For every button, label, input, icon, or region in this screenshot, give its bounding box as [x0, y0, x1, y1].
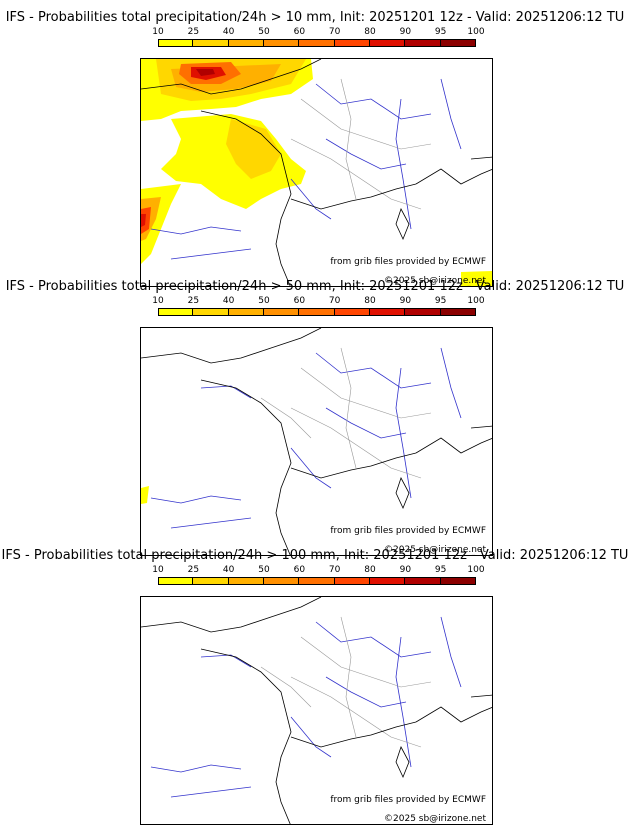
- colorbar-tick-label: 95: [434, 565, 447, 575]
- credit-source: from grib files provided by ECMWF: [330, 795, 486, 805]
- panel-100mm: IFS - Probabilities total precipitation/…: [0, 548, 630, 825]
- colorbar-swatch: [334, 39, 370, 47]
- credit-copyright: ©2025 sb@irizone.net: [384, 814, 486, 824]
- colorbar-tick-label: 70: [328, 565, 341, 575]
- colorbar-swatch: [158, 39, 194, 47]
- colorbar-swatch: [370, 39, 406, 47]
- colorbar-swatch: [334, 308, 370, 316]
- map-drawing: [141, 328, 492, 555]
- colorbar: 10 25 40 50 60 70 80 90 95 100: [152, 565, 485, 593]
- colorbar-tick-label: 100: [467, 296, 485, 306]
- colorbar-tick-label: 80: [364, 296, 376, 306]
- colorbar-swatch: [440, 577, 476, 585]
- colorbar-tick-label: 60: [293, 565, 306, 575]
- colorbar-swatch: [370, 577, 406, 585]
- colorbar-tick-label: 50: [258, 296, 270, 306]
- rivers: [150, 347, 462, 529]
- colorbar-swatch: [299, 577, 335, 585]
- credit-source: from grib files provided by ECMWF: [330, 526, 486, 536]
- map-drawing: [141, 59, 492, 286]
- credit-copyright: ©2025 sb@irizone.net: [384, 276, 486, 286]
- borders: [260, 347, 432, 479]
- credit-source: from grib files provided by ECMWF: [330, 257, 486, 267]
- colorbar-tick-label: 60: [293, 296, 306, 306]
- panel-10mm: IFS - Probabilities total precipitation/…: [0, 10, 630, 287]
- colorbar-tick-label: 10: [152, 296, 164, 306]
- colorbar-tick-label: 25: [187, 565, 200, 575]
- precipitation-map: from grib files provided by ECMWF ©2025 …: [140, 327, 493, 556]
- panel-title: IFS - Probabilities total precipitation/…: [1, 548, 629, 563]
- colorbar-swatch: [193, 577, 229, 585]
- precip-shading: [141, 486, 149, 504]
- colorbar-tick-label: 90: [399, 296, 412, 306]
- coastlines: [141, 597, 492, 824]
- colorbar-tick-label: 10: [152, 27, 164, 37]
- colorbar-tick-label: 50: [258, 565, 270, 575]
- colorbar-swatch: [158, 577, 194, 585]
- colorbar-swatch: [405, 39, 441, 47]
- rivers: [150, 78, 462, 260]
- colorbar-tick-label: 80: [364, 565, 376, 575]
- colorbar-tick-label: 50: [258, 27, 270, 37]
- colorbar-tick-label: 40: [222, 27, 235, 37]
- borders: [290, 78, 432, 210]
- coastlines: [141, 59, 492, 286]
- precipitation-map: from grib files provided by ECMWF ©2025 …: [140, 58, 493, 287]
- credit-copyright: ©2025 sb@irizone.net: [384, 545, 486, 555]
- colorbar-tick-label: 10: [152, 565, 164, 575]
- colorbar-swatch: [264, 308, 300, 316]
- colorbar: 10 25 40 50 60 70 80 90 95 100: [152, 27, 485, 55]
- colorbar-tick-label: 70: [328, 296, 341, 306]
- colorbar-tick-label: 100: [467, 565, 485, 575]
- colorbar-tick-label: 60: [293, 27, 306, 37]
- precipitation-map: from grib files provided by ECMWF ©2025 …: [140, 596, 493, 825]
- panel-50mm: IFS - Probabilities total precipitation/…: [0, 279, 630, 556]
- colorbar-tick-label: 70: [328, 27, 341, 37]
- colorbar-swatch: [228, 577, 264, 585]
- colorbar-swatch: [193, 308, 229, 316]
- colorbar-tick-label: 80: [364, 27, 376, 37]
- colorbar-tick-label: 95: [434, 296, 447, 306]
- precip-shading: [141, 59, 492, 286]
- colorbar-swatch: [158, 308, 194, 316]
- colorbar-tick-label: 40: [222, 296, 235, 306]
- colorbar-swatch: [334, 577, 370, 585]
- colorbar-swatch: [370, 308, 406, 316]
- colorbar-tick-label: 90: [399, 565, 412, 575]
- colorbar-swatch: [440, 39, 476, 47]
- colorbar: 10 25 40 50 60 70 80 90 95 100: [152, 296, 485, 324]
- colorbar-swatch: [440, 308, 476, 316]
- panel-title: IFS - Probabilities total precipitation/…: [5, 10, 625, 25]
- coastlines: [141, 328, 492, 555]
- colorbar-tick-label: 25: [187, 296, 200, 306]
- colorbar-swatch: [228, 39, 264, 47]
- colorbar-swatch: [405, 577, 441, 585]
- rivers: [150, 616, 462, 798]
- panel-title: IFS - Probabilities total precipitation/…: [5, 279, 625, 294]
- colorbar-tick-label: 95: [434, 27, 447, 37]
- colorbar-tick-label: 40: [222, 565, 235, 575]
- colorbar-swatch: [299, 308, 335, 316]
- colorbar-tick-label: 25: [187, 27, 200, 37]
- colorbar-swatch: [193, 39, 229, 47]
- colorbar-swatch: [264, 39, 300, 47]
- map-drawing: [141, 597, 492, 824]
- colorbar-swatch: [405, 308, 441, 316]
- colorbar-swatch: [228, 308, 264, 316]
- colorbar-swatch: [264, 577, 300, 585]
- colorbar-swatch: [299, 39, 335, 47]
- colorbar-tick-label: 100: [467, 27, 485, 37]
- colorbar-tick-label: 90: [399, 27, 412, 37]
- borders: [260, 616, 432, 748]
